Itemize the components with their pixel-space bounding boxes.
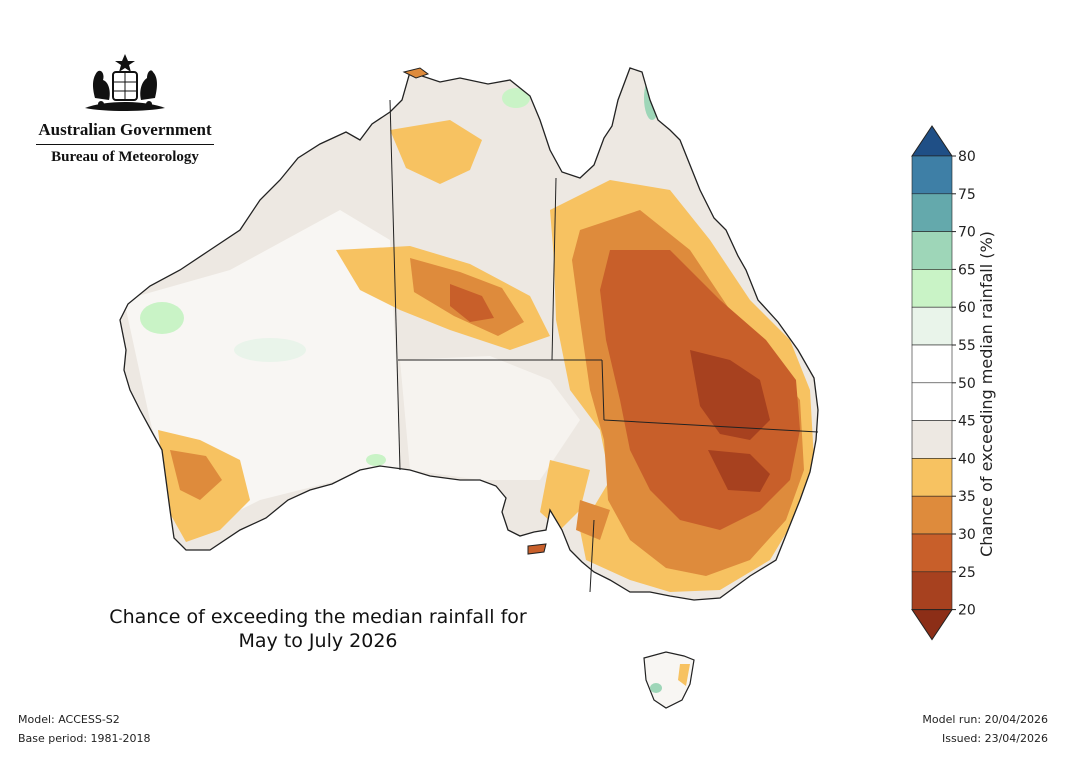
- model-run-label: Model run: 20/04/2026: [922, 713, 1048, 726]
- coat-of-arms-icon: [85, 54, 165, 111]
- colorbar-arrow-bottom: [911, 609, 953, 641]
- green-pocket: [644, 76, 660, 120]
- colorbar-band-50-55: [911, 344, 953, 384]
- footer-right: Model run: 20/04/2026 Issued: 23/04/2026: [922, 710, 1048, 748]
- colorbar-title: Chance of exceeding median rainfall (%): [977, 231, 996, 557]
- colorbar-band-65-70: [911, 231, 953, 270]
- bom-logo: Australian Government Bureau of Meteorol…: [30, 52, 220, 166]
- logo-divider: [36, 144, 214, 145]
- colorbar-band-40-45: [911, 420, 953, 459]
- colorbar-tick-label: 50: [958, 376, 976, 392]
- colorbar-band-70-75: [911, 193, 953, 232]
- colorbar-tick-label: 60: [958, 300, 976, 316]
- colorbar-band-20-25: [911, 571, 953, 610]
- colorbar-tick-label: 45: [958, 414, 976, 430]
- green-pocket: [140, 302, 184, 334]
- colorbar-band-25-30: [911, 533, 953, 573]
- colorbar-tick-label: 20: [958, 603, 976, 619]
- issued-label: Issued: 23/04/2026: [941, 732, 1048, 745]
- colorbar-legend: 80 75 70 65 60 55 50 45 40 35 30 25 20 Chance of exc…: [911, 125, 996, 641]
- colorbar-band-75-80: [911, 155, 953, 195]
- colorbar-arrow-top: [911, 125, 953, 157]
- colorbar-band-60-65: [911, 269, 953, 308]
- colorbar-band-30-35: [911, 495, 953, 535]
- colorbar-tick-label: 40: [958, 451, 976, 467]
- agency-name: Bureau of Meteorology: [51, 149, 199, 165]
- colorbar-tick-label: 35: [958, 489, 976, 505]
- colorbar-ticks: 80 75 70 65 60 55 50 45 40 35 30 25 20: [952, 149, 976, 619]
- colorbar-band-45-50: [911, 382, 953, 421]
- green-pocket: [502, 88, 530, 108]
- footer-left: Model: ACCESS-S2 Base period: 1981-2018: [18, 710, 150, 748]
- colorbar-tick-label: 25: [958, 565, 976, 581]
- caption-line-2: May to July 2026: [238, 630, 398, 652]
- base-period-label: Base period: 1981-2018: [18, 732, 151, 745]
- colorbar-band-35-40: [911, 458, 953, 497]
- colorbar-tick-label: 55: [958, 338, 976, 354]
- map-caption: Chance of exceeding the median rainfall …: [88, 605, 548, 653]
- model-label: Model: ACCESS-S2: [18, 713, 120, 726]
- caption-line-1: Chance of exceeding the median rainfall …: [109, 606, 527, 628]
- org-name: Australian Government: [38, 120, 212, 139]
- colorbar-tick-label: 65: [958, 262, 976, 278]
- colorbar-band-55-60: [911, 306, 953, 346]
- tiwi-islands: [402, 67, 430, 79]
- colorbar-tick-label: 30: [958, 527, 976, 543]
- colorbar-tick-label: 70: [958, 225, 976, 241]
- mainland-coastline: [119, 67, 819, 601]
- australia-rainfall-map: [119, 67, 819, 709]
- sa-near-median-zone: [400, 356, 580, 480]
- colorbar-bands: [911, 125, 953, 641]
- green-pocket: [234, 338, 306, 362]
- colorbar-tick-label: 80: [958, 149, 976, 165]
- kangaroo-island: [527, 543, 547, 555]
- colorbar-tick-label: 75: [958, 187, 976, 203]
- tasmania: [643, 651, 695, 709]
- state-borders: [389, 99, 819, 593]
- mainland: [119, 67, 819, 601]
- green-pocket: [366, 454, 386, 466]
